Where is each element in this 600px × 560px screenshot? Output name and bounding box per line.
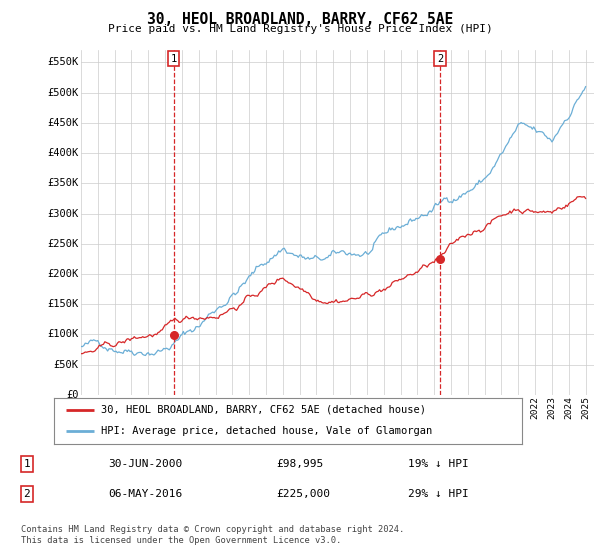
- Text: £550K: £550K: [47, 58, 79, 68]
- Text: £400K: £400K: [47, 148, 79, 158]
- Text: £450K: £450K: [47, 118, 79, 128]
- Text: £50K: £50K: [53, 360, 79, 370]
- Text: £98,995: £98,995: [276, 459, 323, 469]
- Text: £100K: £100K: [47, 329, 79, 339]
- Text: 30-JUN-2000: 30-JUN-2000: [108, 459, 182, 469]
- Text: £150K: £150K: [47, 299, 79, 309]
- Text: 2: 2: [23, 489, 31, 499]
- Text: 06-MAY-2016: 06-MAY-2016: [108, 489, 182, 499]
- Text: 1: 1: [170, 54, 176, 64]
- Text: £200K: £200K: [47, 269, 79, 279]
- Text: Contains HM Land Registry data © Crown copyright and database right 2024.
This d: Contains HM Land Registry data © Crown c…: [21, 525, 404, 545]
- Text: 2: 2: [437, 54, 443, 64]
- Text: 19% ↓ HPI: 19% ↓ HPI: [408, 459, 469, 469]
- Text: 29% ↓ HPI: 29% ↓ HPI: [408, 489, 469, 499]
- Text: 30, HEOL BROADLAND, BARRY, CF62 5AE (detached house): 30, HEOL BROADLAND, BARRY, CF62 5AE (det…: [101, 405, 426, 415]
- Text: £0: £0: [66, 390, 79, 400]
- Text: £225,000: £225,000: [276, 489, 330, 499]
- Text: Price paid vs. HM Land Registry's House Price Index (HPI): Price paid vs. HM Land Registry's House …: [107, 24, 493, 34]
- Text: 30, HEOL BROADLAND, BARRY, CF62 5AE: 30, HEOL BROADLAND, BARRY, CF62 5AE: [147, 12, 453, 27]
- Text: £300K: £300K: [47, 208, 79, 218]
- Text: HPI: Average price, detached house, Vale of Glamorgan: HPI: Average price, detached house, Vale…: [101, 426, 432, 436]
- Text: £350K: £350K: [47, 178, 79, 188]
- Text: 1: 1: [23, 459, 31, 469]
- Text: £250K: £250K: [47, 239, 79, 249]
- Text: £500K: £500K: [47, 88, 79, 97]
